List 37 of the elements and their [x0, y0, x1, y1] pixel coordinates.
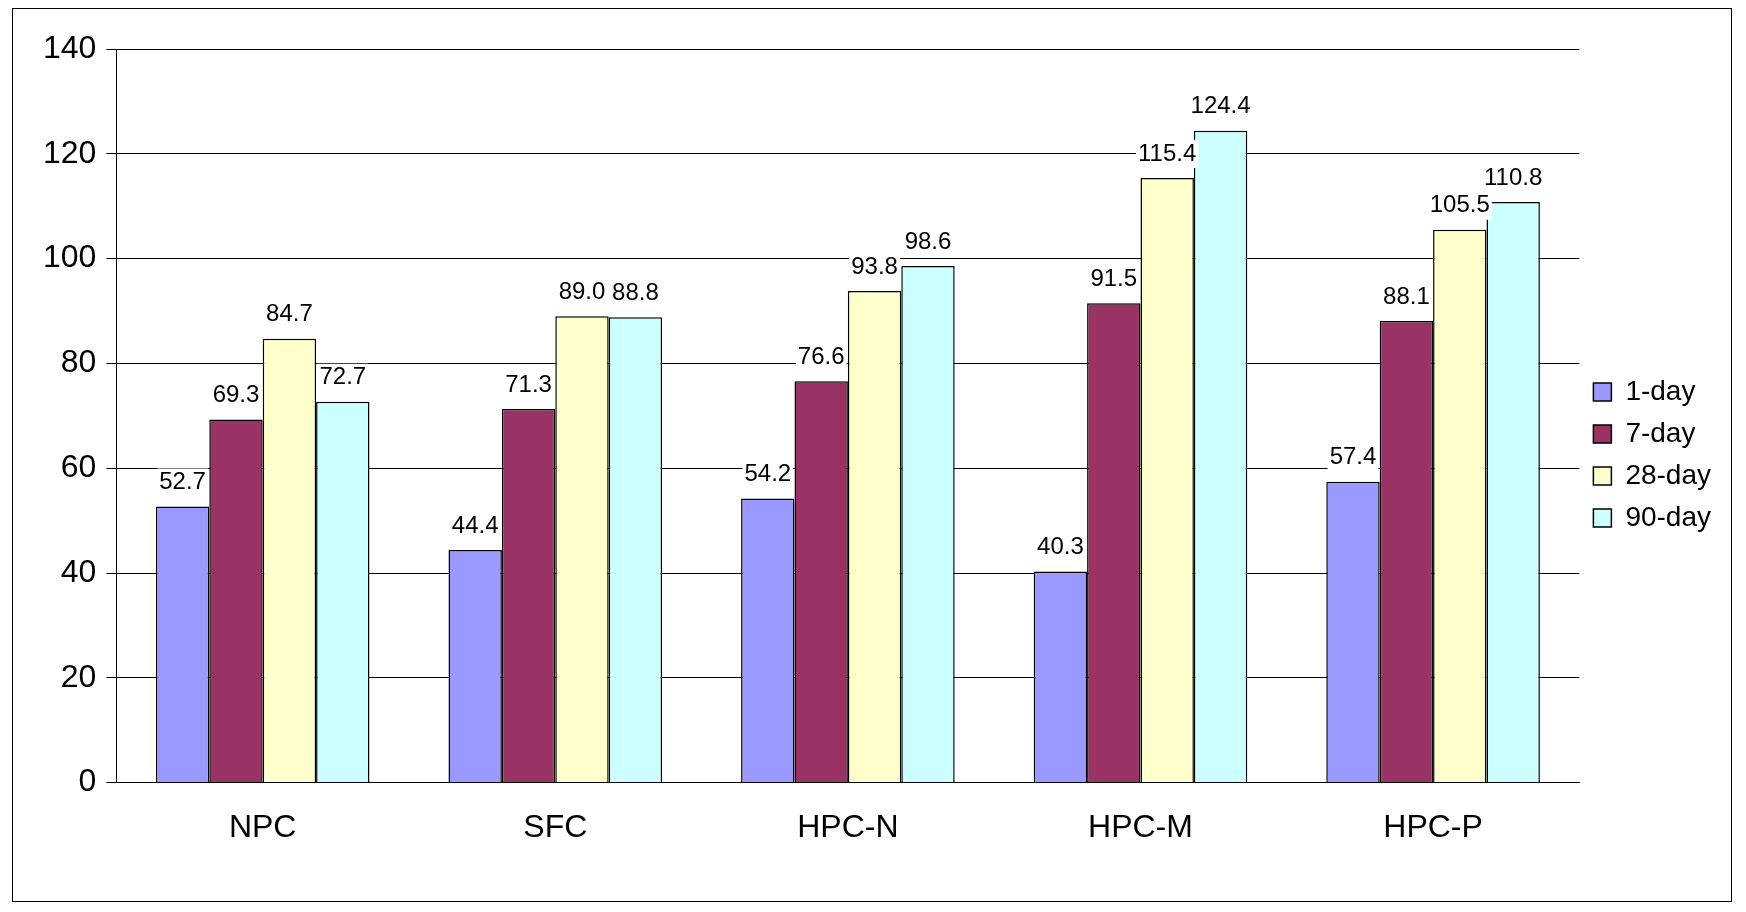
text: 124.4: [1190, 91, 1251, 119]
y-tick-label: 20: [60, 657, 97, 694]
x-tick-label: SFC: [523, 807, 588, 844]
x-tick-label: HPC-M: [1088, 807, 1193, 844]
text: 93.8: [851, 251, 898, 279]
text: 88.1: [1383, 281, 1430, 309]
text: 52.7: [159, 467, 206, 495]
text: 115.4: [1138, 138, 1197, 166]
y-tick-label: 100: [43, 238, 97, 275]
y-tick-label: 0: [78, 762, 97, 799]
legend-label: 7-day: [1625, 416, 1696, 448]
text: 88.8: [612, 277, 659, 305]
text: 105.5: [1429, 190, 1490, 218]
legend-label: 90-day: [1625, 500, 1712, 532]
legend-label: 28-day: [1625, 458, 1712, 490]
y-tick-label: 40: [60, 552, 97, 589]
text: 40.3: [1037, 532, 1084, 560]
text: 91.5: [1090, 263, 1138, 291]
text: 72.7: [319, 362, 367, 390]
y-tick-label: 140: [43, 28, 97, 65]
text: 76.6: [797, 341, 845, 369]
y-tick-label: 80: [60, 343, 97, 380]
legend-label: 1-day: [1625, 374, 1696, 406]
x-tick-label: HPC-N: [797, 807, 899, 844]
y-tick-label: 120: [43, 133, 97, 170]
x-tick-label: NPC: [228, 807, 297, 844]
text: 71.3: [505, 369, 552, 397]
text: 89.0: [558, 276, 606, 304]
text: 84.7: [266, 299, 313, 327]
text: 69.3: [212, 380, 260, 408]
text: 110.8: [1484, 162, 1543, 190]
text: 44.4: [451, 510, 499, 538]
text: 57.4: [1329, 442, 1377, 470]
text: 98.6: [904, 226, 952, 254]
text: 54.2: [744, 459, 792, 487]
y-tick-label: 60: [60, 448, 97, 485]
x-tick-label: HPC-P: [1383, 807, 1483, 844]
